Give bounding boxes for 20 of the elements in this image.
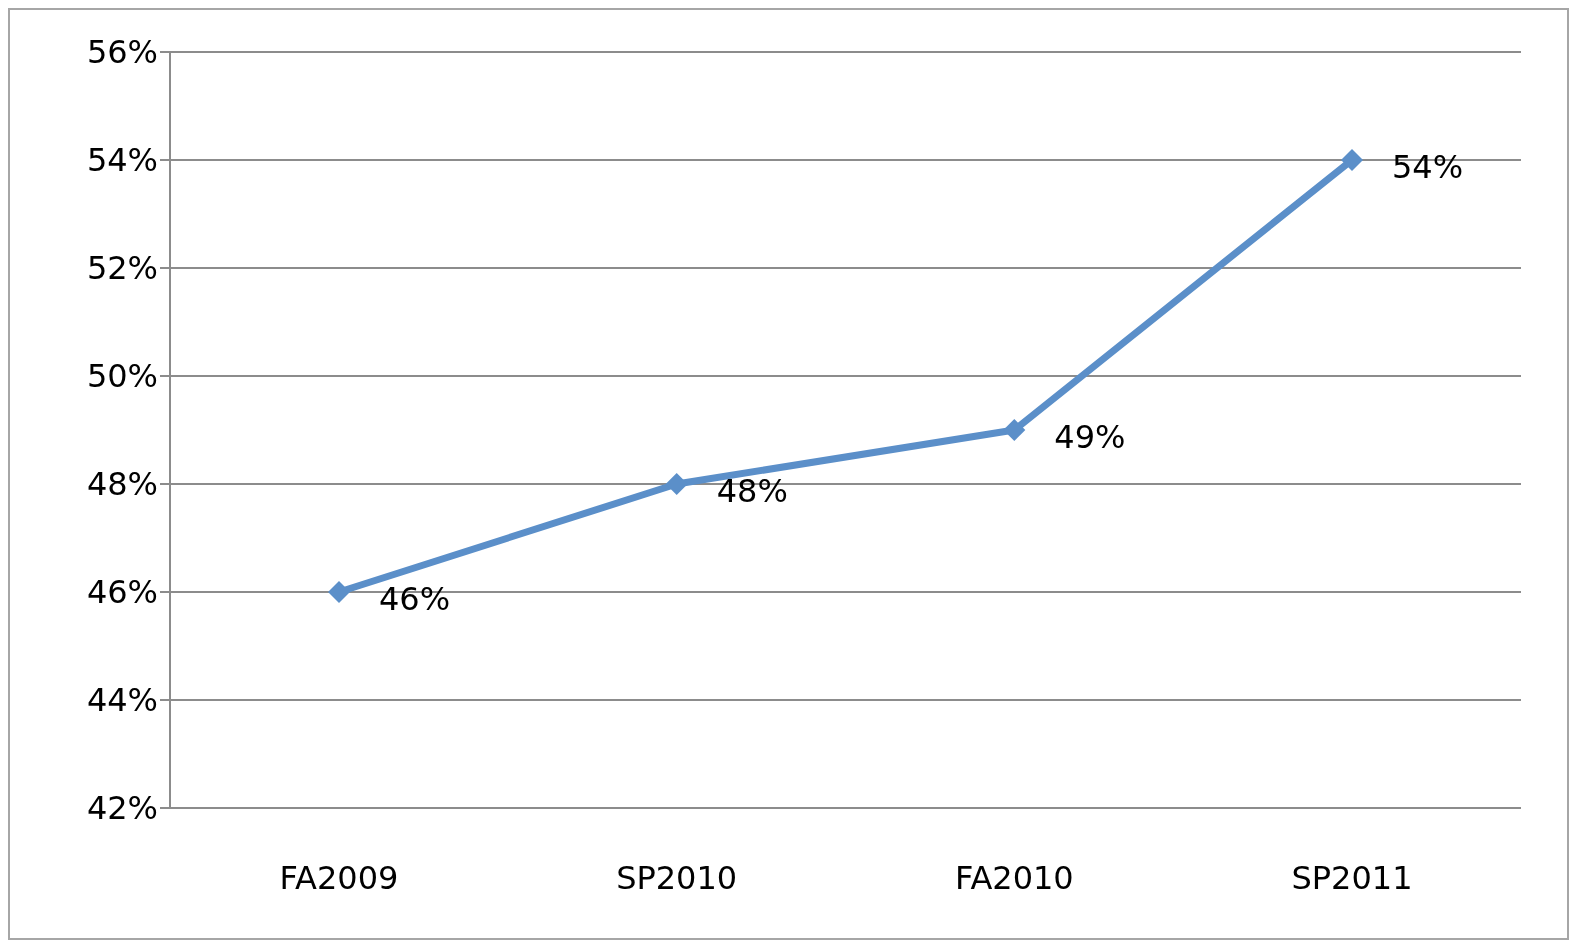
y-tick-label: 44%	[86, 681, 158, 720]
data-label: 54%	[1392, 148, 1464, 186]
point	[1003, 419, 1026, 441]
data-label: 48%	[716, 472, 788, 510]
data-label: 49%	[1054, 418, 1126, 456]
x-tick-label: SP2011	[1291, 858, 1413, 897]
point	[665, 473, 688, 495]
y-tick-label: 52%	[86, 249, 158, 288]
x-tick-label: FA2010	[954, 858, 1074, 897]
y-tick-label: 48%	[86, 465, 158, 504]
point	[1341, 149, 1363, 171]
point	[328, 581, 350, 603]
data-label: 46%	[379, 580, 451, 618]
y-tick-label: 50%	[86, 357, 158, 396]
y-tick-label: 54%	[86, 141, 158, 180]
y-tick-label: 46%	[86, 573, 158, 612]
x-tick-label: FA2009	[279, 858, 399, 897]
y-tick-label: 56%	[86, 33, 158, 72]
x-tick-label: SP2010	[616, 858, 738, 897]
y-tick-label: 42%	[86, 789, 158, 828]
